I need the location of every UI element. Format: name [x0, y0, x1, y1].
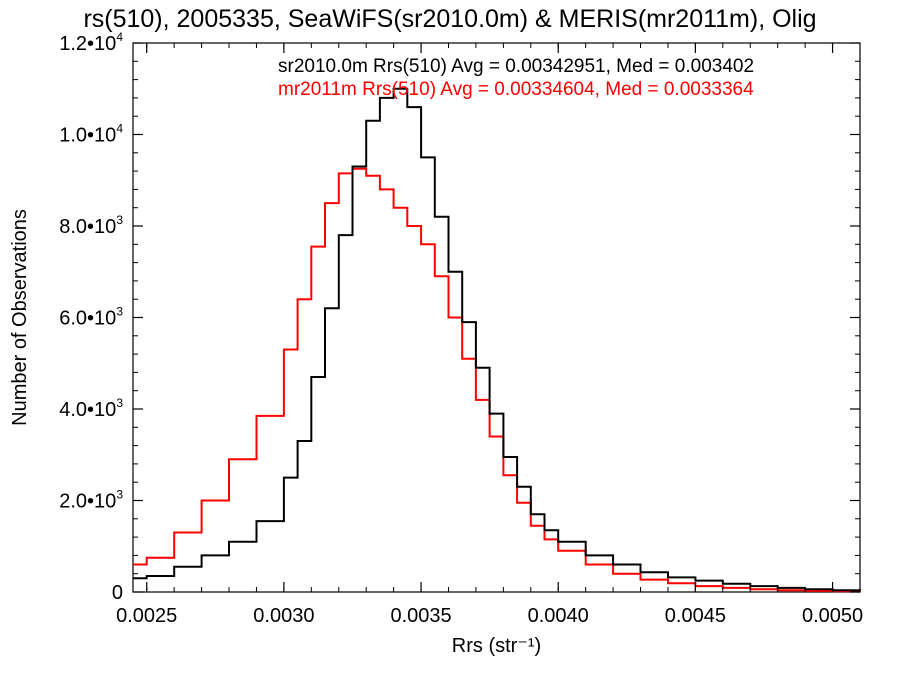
x-tick-label: 0.0035 [390, 605, 451, 627]
x-tick-label: 0.0050 [802, 605, 863, 627]
x-tick-label: 0.0045 [665, 605, 726, 627]
x-axis-label: Rrs (str⁻¹) [452, 635, 541, 657]
y-tick-label: 4.0•103 [59, 396, 123, 421]
series-line-1 [133, 87, 861, 592]
chart-title: rs(510), 2005335, SeaWiFS(sr2010.0m) & M… [83, 5, 816, 33]
y-tick-label: 8.0•103 [59, 213, 123, 238]
series-layer [133, 87, 861, 593]
x-tick-label: 0.0040 [528, 605, 589, 627]
y-axis-ticks: 0 2.0•103 4.0•103 6.0•103 8.0•103 1.0•104 1.2•… [59, 30, 860, 604]
y-tick-label: 1.0•104 [59, 122, 123, 147]
legend-entry-2: mr2011m Rrs(510) Avg = 0.00334604, Med =… [278, 79, 754, 100]
y-tick-label: 1.2•104 [59, 30, 123, 55]
series-line-2 [133, 167, 861, 593]
plot-frame [132, 42, 861, 593]
y-axis-label: Number of Observations [9, 209, 31, 426]
x-axis-ticks: 0.0025 0.0030 0.0035 0.0040 0.0045 0.0050 [116, 43, 863, 627]
x-tick-label: 0.0030 [253, 605, 314, 627]
y-tick-label: 0 [112, 582, 123, 604]
legend-entry-1: sr2010.0m Rrs(510) Avg = 0.00342951, Med… [278, 56, 754, 77]
x-tick-label: 0.0025 [116, 605, 177, 627]
y-tick-label: 6.0•103 [59, 305, 123, 330]
legend: sr2010.0m Rrs(510) Avg = 0.00342951, Med… [278, 56, 754, 100]
y-tick-label: 2.0•103 [59, 488, 123, 513]
